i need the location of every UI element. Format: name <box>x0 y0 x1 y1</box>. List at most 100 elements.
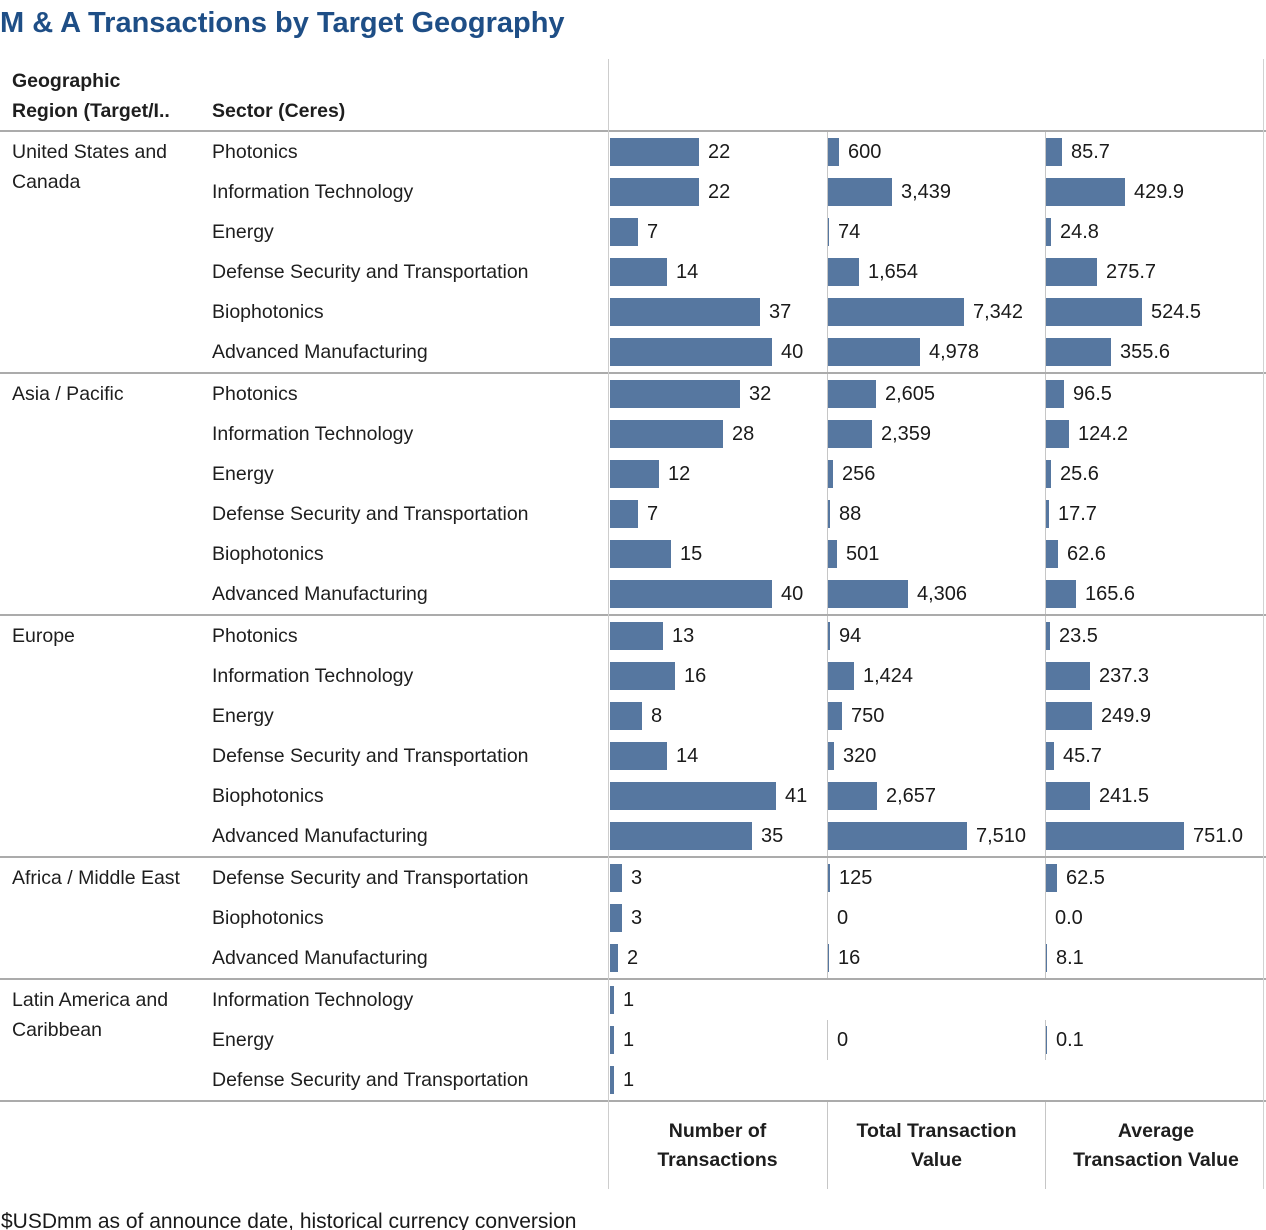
table-row: Biophotonics 41 2,657 241.5 <box>208 776 1266 816</box>
bar-value-label: 1,424 <box>863 664 914 687</box>
bar[interactable] <box>828 500 830 528</box>
measure-label-line: Total Transaction <box>856 1119 1017 1142</box>
bar[interactable] <box>610 420 723 448</box>
bar[interactable] <box>1046 742 1054 770</box>
footnote: $USDmm as of announce date, historical c… <box>1 1210 577 1230</box>
bar[interactable] <box>828 178 892 206</box>
bar-cell-total-transaction-value: 600 <box>827 132 1045 172</box>
bar[interactable] <box>610 580 772 608</box>
bar-cell-average-transaction-value: 124.2 <box>1045 414 1266 454</box>
bar[interactable] <box>828 460 833 488</box>
bar-cell-number-of-transactions: 1 <box>608 1060 827 1100</box>
bar-cell-number-of-transactions: 3 <box>608 898 827 938</box>
bar[interactable] <box>828 218 829 246</box>
bar-cell-number-of-transactions: 2 <box>608 938 827 978</box>
bar[interactable] <box>828 380 876 408</box>
bar[interactable] <box>1046 420 1069 448</box>
bar[interactable] <box>828 822 967 850</box>
bar[interactable] <box>1046 662 1090 690</box>
bar[interactable] <box>1046 944 1047 972</box>
bar-cell-average-transaction-value: 45.7 <box>1045 736 1266 776</box>
bar[interactable] <box>610 138 699 166</box>
bar[interactable] <box>1046 380 1064 408</box>
bar[interactable] <box>610 782 776 810</box>
bar-value-label: 3 <box>631 866 643 889</box>
bar-value-label: 94 <box>839 624 862 647</box>
bar[interactable] <box>610 338 772 366</box>
bar[interactable] <box>1046 218 1051 246</box>
bar[interactable] <box>610 864 622 892</box>
bar[interactable] <box>610 380 740 408</box>
bar[interactable] <box>610 944 618 972</box>
bar[interactable] <box>1046 178 1125 206</box>
bar[interactable] <box>828 864 830 892</box>
group-rows: Defense Security and Transportation 3 125 6… <box>208 858 1266 978</box>
bar-value-label: 524.5 <box>1151 300 1202 323</box>
bar-cell-number-of-transactions: 1 <box>608 1020 827 1060</box>
bar-value-label: 88 <box>839 502 862 525</box>
bar-value-label: 7 <box>647 220 659 243</box>
bar[interactable] <box>610 622 663 650</box>
bar[interactable] <box>828 662 854 690</box>
bar[interactable] <box>610 218 638 246</box>
bar-value-label: 256 <box>842 462 876 485</box>
bar[interactable] <box>1046 864 1057 892</box>
bar[interactable] <box>1046 338 1111 366</box>
bar-cell-number-of-transactions: 35 <box>608 816 827 856</box>
bar[interactable] <box>610 540 671 568</box>
bar[interactable] <box>1046 580 1076 608</box>
bar-value-label: 45.7 <box>1063 744 1102 767</box>
bar[interactable] <box>610 258 667 286</box>
bar[interactable] <box>1046 298 1142 326</box>
bar[interactable] <box>610 662 675 690</box>
bar[interactable] <box>610 178 699 206</box>
bar[interactable] <box>828 338 920 366</box>
bar[interactable] <box>828 138 839 166</box>
bar[interactable] <box>610 742 667 770</box>
bar-value-label: 1,654 <box>868 260 919 283</box>
bar[interactable] <box>610 822 752 850</box>
bar[interactable] <box>610 298 760 326</box>
bar[interactable] <box>610 986 614 1014</box>
bar[interactable] <box>1046 258 1097 286</box>
bar-cell-number-of-transactions: 40 <box>608 332 827 372</box>
table-header-row: Geographic Region (Target/I.. Sector (Ce… <box>0 59 1266 132</box>
bar[interactable] <box>610 460 659 488</box>
bar[interactable] <box>1046 540 1058 568</box>
bar[interactable] <box>1046 622 1050 650</box>
bar[interactable] <box>828 420 872 448</box>
bar[interactable] <box>828 298 964 326</box>
region-column-header: Geographic Region (Target/I.. <box>0 66 208 126</box>
bar-cell-total-transaction-value: 0 <box>827 1020 1045 1060</box>
region-label: Latin America and Caribbean <box>12 989 169 1041</box>
bar[interactable] <box>1046 1026 1047 1054</box>
bar[interactable] <box>828 944 829 972</box>
bar[interactable] <box>828 540 837 568</box>
footer-spacer <box>0 1102 608 1189</box>
bar[interactable] <box>828 622 830 650</box>
bar[interactable] <box>828 782 877 810</box>
bar-value-label: 28 <box>732 422 755 445</box>
sector-label: Advanced Manufacturing <box>212 340 428 363</box>
bar[interactable] <box>1046 138 1062 166</box>
bar[interactable] <box>1046 822 1184 850</box>
bar[interactable] <box>828 258 859 286</box>
group-rows: Photonics 13 94 23.5 Information Technology 1… <box>208 616 1266 856</box>
bar-value-label: 37 <box>769 300 792 323</box>
bar[interactable] <box>610 1026 614 1054</box>
bar-cell-number-of-transactions: 22 <box>608 172 827 212</box>
bar[interactable] <box>610 702 642 730</box>
bar[interactable] <box>1046 460 1051 488</box>
bar[interactable] <box>610 1066 614 1094</box>
sector-label: Advanced Manufacturing <box>212 582 428 605</box>
bar[interactable] <box>1046 500 1049 528</box>
bar[interactable] <box>828 742 834 770</box>
bar[interactable] <box>828 702 842 730</box>
bar[interactable] <box>1046 782 1090 810</box>
bar[interactable] <box>1046 702 1092 730</box>
sector-label: Defense Security and Transportation <box>212 1068 529 1091</box>
bar[interactable] <box>610 904 622 932</box>
bar[interactable] <box>828 580 908 608</box>
bar[interactable] <box>610 500 638 528</box>
measure-label-total-transaction-value: Total Transaction Value <box>827 1102 1045 1189</box>
